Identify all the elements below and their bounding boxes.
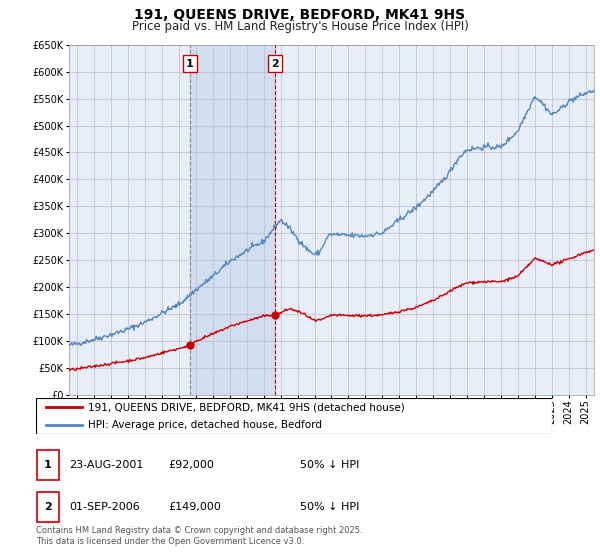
Text: 191, QUEENS DRIVE, BEDFORD, MK41 9HS (detached house): 191, QUEENS DRIVE, BEDFORD, MK41 9HS (de… [88,403,404,412]
Text: 2: 2 [44,502,52,512]
Text: 50% ↓ HPI: 50% ↓ HPI [300,460,359,470]
Text: Contains HM Land Registry data © Crown copyright and database right 2025.
This d: Contains HM Land Registry data © Crown c… [36,526,362,546]
Text: 2: 2 [271,59,279,69]
Text: £149,000: £149,000 [168,502,221,512]
Text: 191, QUEENS DRIVE, BEDFORD, MK41 9HS: 191, QUEENS DRIVE, BEDFORD, MK41 9HS [134,8,466,22]
Text: 01-SEP-2006: 01-SEP-2006 [69,502,140,512]
Text: 23-AUG-2001: 23-AUG-2001 [69,460,143,470]
Text: 50% ↓ HPI: 50% ↓ HPI [300,502,359,512]
Text: HPI: Average price, detached house, Bedford: HPI: Average price, detached house, Bedf… [88,420,322,430]
Text: £92,000: £92,000 [168,460,214,470]
Text: 1: 1 [186,59,194,69]
Bar [190,45,275,395]
Text: 1: 1 [44,460,52,470]
Text: Price paid vs. HM Land Registry's House Price Index (HPI): Price paid vs. HM Land Registry's House … [131,20,469,32]
